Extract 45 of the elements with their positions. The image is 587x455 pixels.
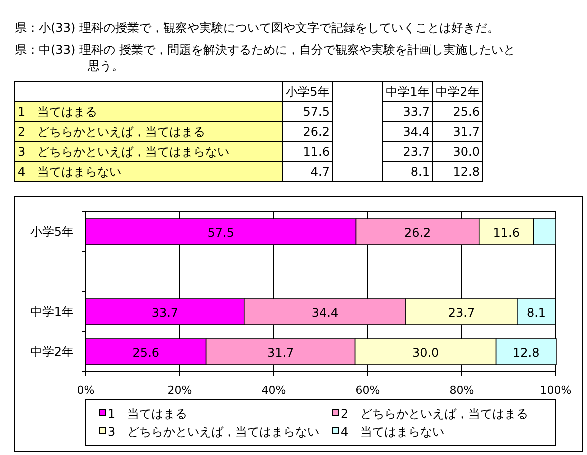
y-tick-label: 1 当てはまる — [18, 105, 98, 119]
data-label: 12.8 — [453, 165, 480, 179]
x-tick-label: 中学2年 — [436, 85, 480, 99]
x-tick-label: 100% — [540, 384, 572, 397]
y-tick-label: 2 どちらかといえば，当てはまる — [18, 125, 206, 139]
data-label: 23.7 — [448, 306, 476, 320]
x-tick-label: 20% — [168, 384, 192, 397]
data-label: 11.6 — [303, 145, 330, 159]
legend-label: 2 どちらかといえば，当てはまる — [341, 407, 529, 421]
data-label: 25.6 — [453, 105, 480, 119]
x-tick-label: 60% — [356, 384, 380, 397]
x-tick-label: 0% — [77, 384, 95, 397]
legend-label: 1 当てはまる — [108, 407, 188, 421]
x-tick-label: 80% — [450, 384, 474, 397]
x-tick-label: 小学5年 — [286, 85, 330, 99]
data-label: 34.4 — [403, 125, 430, 139]
x-tick-label: 40% — [262, 384, 286, 397]
x-tick-label: 中学1年 — [386, 85, 430, 99]
data-label: 31.7 — [267, 346, 294, 360]
data-label: 8.1 — [410, 165, 430, 179]
data-label: 4.7 — [310, 165, 330, 179]
data-label: 26.2 — [303, 125, 330, 139]
data-label: 57.5 — [303, 105, 330, 119]
legend-label: 4 当てはまらない — [341, 425, 445, 439]
data-label: 11.6 — [493, 226, 520, 240]
data-label: 23.7 — [403, 145, 430, 159]
data-label: 8.1 — [526, 306, 546, 320]
data-label: 30.0 — [412, 346, 440, 360]
y-tick-label: 小学5年 — [30, 224, 74, 239]
y-tick-label: 中学2年 — [30, 344, 74, 359]
chart-title: 県：小(33) 理科の授業で，観察や実験について図や文字で記録をしていくことは好きだ。 — [15, 21, 500, 35]
y-tick-label: 3 どちらかといえば，当てはまらない — [18, 145, 230, 159]
data-label: 25.6 — [132, 346, 160, 360]
y-tick-label: 4 当てはまらない — [18, 165, 122, 179]
data-label: 33.7 — [152, 306, 179, 320]
data-label: 57.5 — [208, 226, 234, 240]
legend-label: 3 どちらかといえば，当てはまらない — [108, 425, 320, 439]
data-label: 34.4 — [312, 306, 339, 320]
data-label: 12.8 — [513, 346, 540, 360]
data-label: 26.2 — [404, 226, 432, 240]
data-label: 31.7 — [453, 125, 480, 139]
data-label: 33.7 — [403, 105, 430, 119]
y-tick-label: 中学1年 — [30, 304, 74, 319]
data-label: 30.0 — [453, 145, 480, 159]
chart-subtitle: 県：中(33) 理科の 授業で，問題を解決するために，自分で観察や実験を計画し実施したいと思う。 — [15, 43, 516, 73]
